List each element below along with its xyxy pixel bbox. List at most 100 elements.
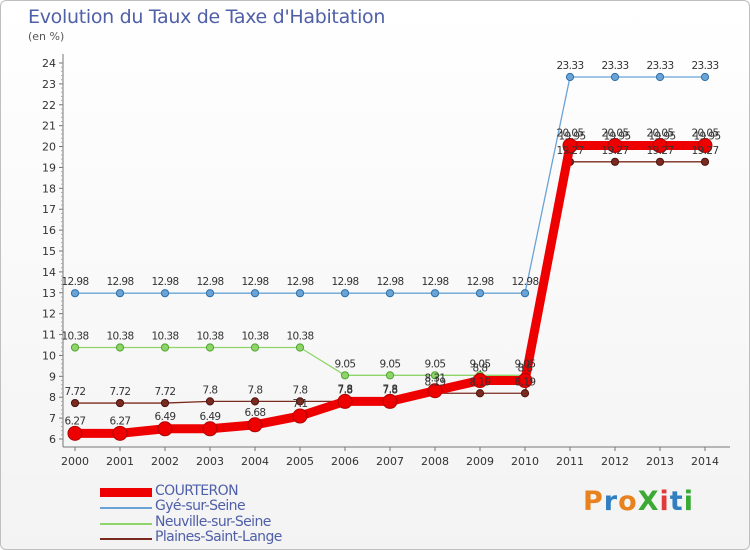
data-label: 7.8 bbox=[338, 384, 353, 396]
data-point bbox=[655, 157, 665, 166]
legend-label: Plaines-Saint-Lange bbox=[155, 529, 282, 545]
data-label: 8.19 bbox=[425, 376, 446, 388]
data-label: 12.98 bbox=[106, 276, 133, 288]
data-label: 10.38 bbox=[61, 331, 88, 343]
y-tick-label: 24 bbox=[42, 57, 56, 70]
data-point bbox=[700, 72, 710, 82]
data-label: 19.95 bbox=[693, 131, 720, 143]
data-point bbox=[475, 289, 485, 298]
chart-title: Evolution du Taux de Taxe d'Habitation bbox=[28, 6, 386, 28]
data-point bbox=[520, 389, 530, 398]
y-tick-label: 12 bbox=[42, 308, 56, 321]
data-point bbox=[112, 425, 128, 441]
data-label: 7.8 bbox=[338, 383, 353, 395]
data-point bbox=[475, 389, 485, 398]
x-tick-label: 2005 bbox=[286, 455, 314, 468]
data-label: 12.98 bbox=[511, 276, 538, 288]
data-point bbox=[337, 393, 353, 409]
data-point bbox=[607, 138, 623, 154]
data-label: 20.05 bbox=[691, 128, 718, 140]
x-tick-label: 2004 bbox=[241, 455, 269, 468]
data-label: 9.05 bbox=[335, 358, 356, 370]
data-label: 6.68 bbox=[245, 407, 266, 419]
x-tick-label: 2003 bbox=[196, 455, 224, 468]
data-label: 12.98 bbox=[286, 276, 313, 288]
y-tick-label: 9 bbox=[49, 370, 56, 383]
data-label: 6.49 bbox=[155, 411, 176, 423]
data-label: 23.33 bbox=[691, 60, 718, 72]
data-labels: 6.27 6.27 6.49 6.49 6.68 7.1 7.8 7.8 8.31 8.8 8.8 2… bbox=[61, 60, 721, 427]
data-point bbox=[430, 371, 440, 380]
data-label: 23.33 bbox=[556, 60, 583, 72]
x-tick-label: 2001 bbox=[106, 455, 134, 468]
data-point bbox=[295, 397, 305, 406]
data-point bbox=[700, 157, 710, 166]
data-label: 19.95 bbox=[558, 131, 585, 143]
data-point bbox=[340, 371, 350, 380]
data-point bbox=[160, 398, 170, 408]
data-point bbox=[292, 408, 308, 424]
data-point bbox=[427, 383, 443, 399]
data-label: 7.8 bbox=[383, 384, 398, 396]
data-label: 7.8 bbox=[248, 384, 263, 396]
data-point bbox=[250, 289, 260, 298]
y-tick-label: 17 bbox=[42, 203, 56, 216]
y-tick-label: 18 bbox=[42, 182, 56, 195]
axes: 6 7 8 9 10 11 12 13 14 15 16 17 18 19 20 21 22 23 24 2000 20… bbox=[42, 54, 730, 468]
data-point bbox=[517, 373, 533, 389]
data-label: 7.8 bbox=[203, 384, 218, 396]
x-tick-label: 2010 bbox=[511, 455, 539, 468]
series-layer bbox=[67, 72, 713, 441]
data-point bbox=[697, 138, 713, 154]
data-point bbox=[250, 343, 260, 352]
data-label: 19.95 bbox=[603, 131, 630, 143]
data-label: 7.8 bbox=[293, 384, 308, 396]
legend-swatch bbox=[100, 523, 152, 525]
x-tick-label: 2012 bbox=[601, 455, 629, 468]
y-tick-label: 10 bbox=[42, 349, 56, 362]
data-point bbox=[115, 343, 125, 352]
data-label: 12.98 bbox=[151, 276, 178, 288]
y-tick-label: 11 bbox=[42, 329, 56, 342]
y-tick-label: 8 bbox=[49, 391, 56, 404]
legend-label: COURTERON bbox=[155, 483, 239, 499]
data-label: 9.05 bbox=[515, 358, 536, 370]
x-tick-label: 2009 bbox=[466, 455, 494, 468]
x-tick-label: 2008 bbox=[421, 455, 449, 468]
data-label: 10.38 bbox=[151, 331, 178, 343]
data-point bbox=[160, 343, 170, 352]
data-label: 20.05 bbox=[556, 128, 583, 140]
data-label: 6.49 bbox=[200, 411, 221, 423]
data-point bbox=[562, 138, 578, 154]
data-label: 19.27 bbox=[691, 145, 718, 157]
data-label: 23.33 bbox=[601, 60, 628, 72]
data-label: 19.27 bbox=[601, 145, 628, 157]
y-tick-label: 7 bbox=[49, 412, 56, 425]
data-label: 12.98 bbox=[61, 276, 88, 288]
data-label: 12.98 bbox=[331, 276, 358, 288]
data-point bbox=[115, 398, 125, 408]
data-point bbox=[610, 157, 620, 166]
data-point bbox=[250, 397, 260, 406]
data-point bbox=[247, 417, 263, 433]
legend-label: Gyé-sur-Seine bbox=[155, 498, 246, 514]
data-label: 8.19 bbox=[470, 376, 491, 388]
x-tick-label: 2002 bbox=[151, 455, 179, 468]
data-point bbox=[115, 289, 125, 298]
data-point bbox=[430, 289, 440, 298]
y-tick-label: 19 bbox=[42, 161, 56, 174]
data-label: 12.98 bbox=[376, 276, 403, 288]
x-tick-label: 2011 bbox=[556, 455, 584, 468]
data-label: 6.27 bbox=[110, 415, 131, 427]
data-label: 9.05 bbox=[425, 358, 446, 370]
y-tick-label: 13 bbox=[42, 287, 56, 300]
data-point bbox=[385, 289, 395, 298]
legend-label: Neuville-sur-Seine bbox=[155, 514, 271, 530]
data-label: 7.1 bbox=[293, 398, 308, 410]
data-label: 19.27 bbox=[646, 145, 673, 157]
data-point bbox=[655, 72, 665, 82]
data-label: 10.38 bbox=[106, 331, 133, 343]
data-label: 10.38 bbox=[241, 331, 268, 343]
